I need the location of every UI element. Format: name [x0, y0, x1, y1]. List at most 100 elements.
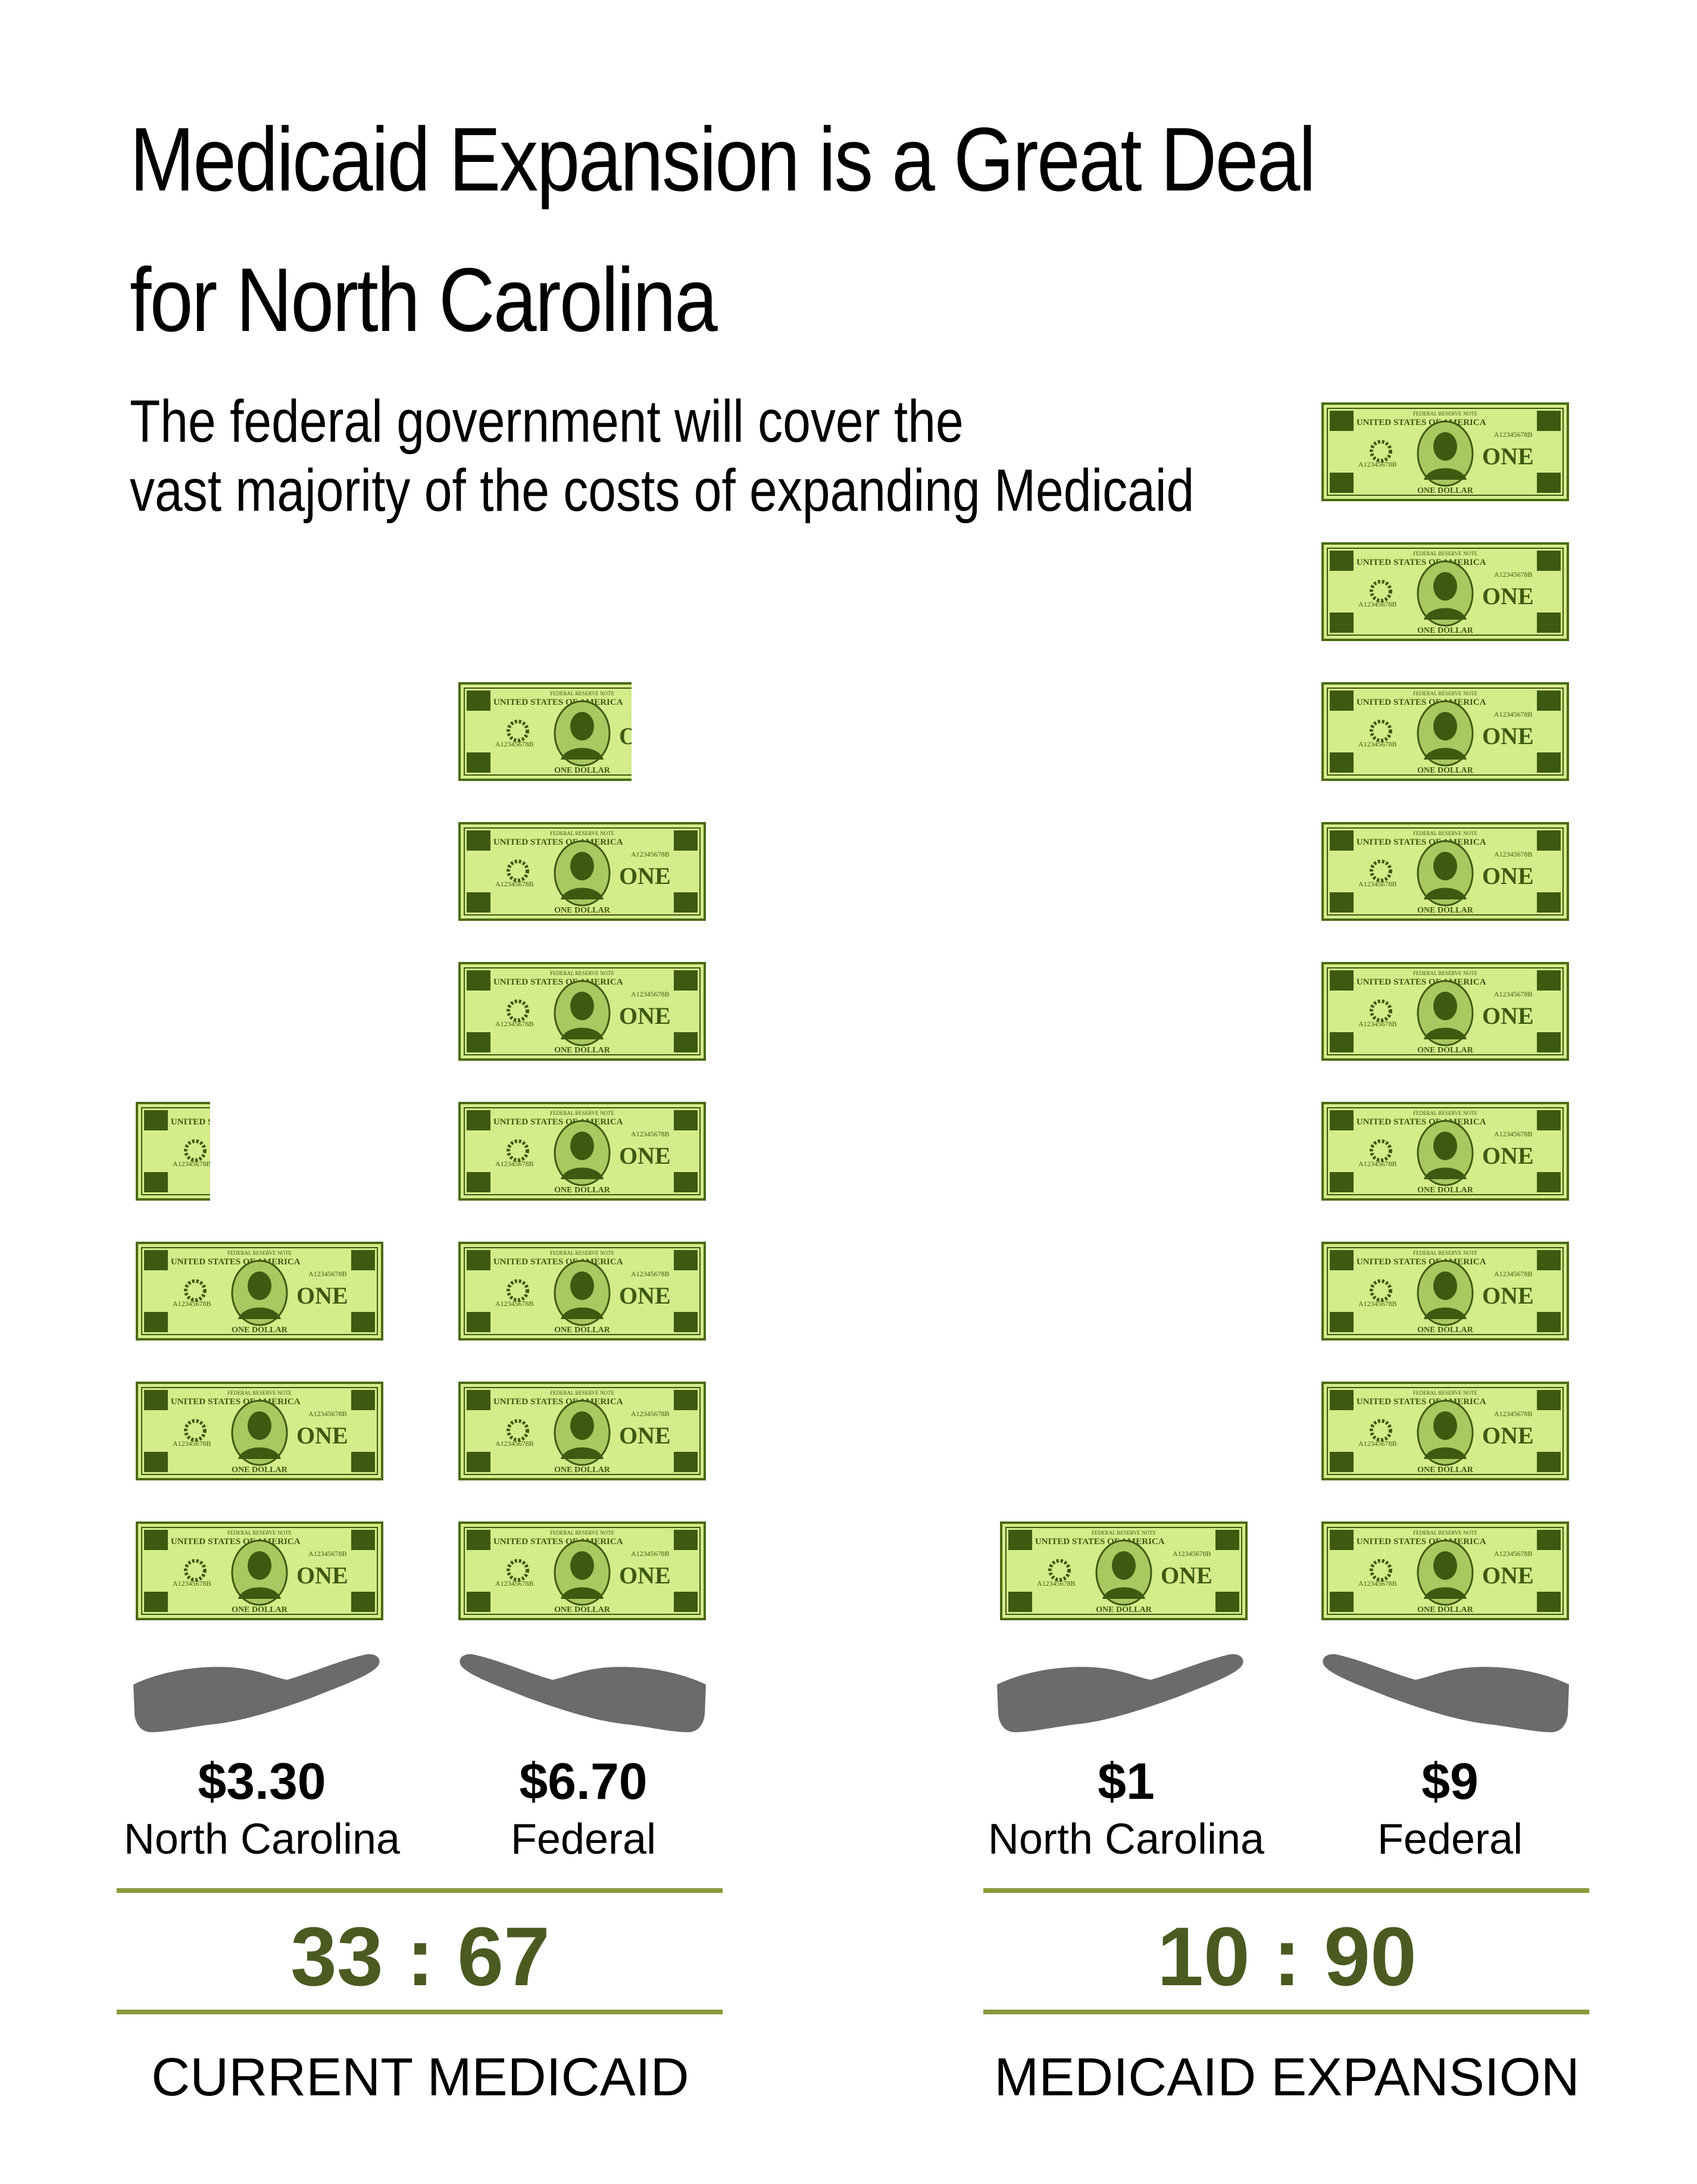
svg-text:A12345678B: A12345678B — [495, 1020, 534, 1028]
svg-text:ONE: ONE — [1482, 1282, 1534, 1309]
svg-text:THE UNITED STATES OF AMERICA: THE UNITED STATES OF AMERICA — [472, 698, 623, 707]
svg-text:ONE DOLLAR: ONE DOLLAR — [232, 1466, 288, 1474]
svg-text:ONE DOLLAR: ONE DOLLAR — [554, 1466, 611, 1474]
svg-text:THE UNITED STATES OF AMERICA: THE UNITED STATES OF AMERICA — [1335, 418, 1486, 427]
hand-icon-current-nc — [133, 1649, 383, 1738]
ratio-current: 33 : 67 — [290, 1910, 550, 2003]
svg-text:A12345678B: A12345678B — [631, 1270, 670, 1278]
svg-text:FEDERAL RESERVE NOTE: FEDERAL RESERVE NOTE — [1413, 1110, 1477, 1116]
svg-text:A12345678B: A12345678B — [1494, 710, 1533, 718]
svg-text:ONE: ONE — [619, 1002, 671, 1029]
svg-text:ONE: ONE — [296, 1282, 348, 1309]
svg-text:A12345678B: A12345678B — [631, 990, 670, 998]
svg-text:ONE DOLLAR: ONE DOLLAR — [1417, 1605, 1474, 1614]
payer-current-nc: North Carolina — [123, 1816, 401, 1863]
divider-current-top — [117, 1888, 723, 1893]
svg-text:ONE: ONE — [1482, 723, 1534, 749]
svg-text:FEDERAL RESERVE NOTE: FEDERAL RESERVE NOTE — [550, 830, 614, 836]
svg-text:ONE: ONE — [619, 1142, 671, 1169]
svg-text:A12345678B: A12345678B — [1494, 1270, 1533, 1278]
svg-text:A12345678B: A12345678B — [173, 1439, 211, 1448]
subtitle-line-2: vast majority of the costs of expanding … — [130, 457, 1195, 524]
svg-text:ONE: ONE — [619, 723, 632, 749]
svg-text:FEDERAL RESERVE NOTE: FEDERAL RESERVE NOTE — [227, 1250, 292, 1256]
svg-text:THE UNITED STATES OF AMERICA: THE UNITED STATES OF AMERICA — [472, 1117, 623, 1127]
svg-text:FEDERAL RESERVE NOTE: FEDERAL RESERVE NOTE — [1413, 411, 1477, 417]
svg-text:A12345678B: A12345678B — [173, 1160, 210, 1168]
dollar-bill-icon: FEDERAL RESERVE NOTE THE UNITED STATES OF… — [458, 822, 706, 921]
amount-expansion-federal: $9 — [1421, 1753, 1479, 1810]
svg-text:A12345678B: A12345678B — [495, 880, 534, 888]
payer-current-federal: Federal — [510, 1816, 657, 1863]
svg-text:ONE: ONE — [1482, 1422, 1534, 1449]
svg-text:THE UNITED STATES OF AMERICA: THE UNITED STATES OF AMERICA — [149, 1117, 210, 1127]
amount-expansion-nc: $1 — [1098, 1753, 1155, 1810]
svg-text:A12345678B: A12345678B — [631, 850, 670, 858]
svg-text:FEDERAL RESERVE NOTE: FEDERAL RESERVE NOTE — [1413, 551, 1477, 557]
hand-icon-expansion-federal — [1319, 1649, 1569, 1738]
svg-text:A12345678B: A12345678B — [631, 1410, 670, 1418]
svg-text:ONE DOLLAR: ONE DOLLAR — [554, 906, 611, 915]
svg-text:A12345678B: A12345678B — [1494, 990, 1533, 998]
svg-text:ONE DOLLAR: ONE DOLLAR — [554, 766, 611, 775]
divider-current-bottom — [117, 2010, 723, 2014]
svg-text:ONE DOLLAR: ONE DOLLAR — [1417, 906, 1474, 915]
svg-text:A12345678B: A12345678B — [1494, 1130, 1533, 1138]
svg-text:ONE: ONE — [619, 863, 671, 889]
svg-text:A12345678B: A12345678B — [1358, 600, 1397, 608]
payer-expansion-federal: Federal — [1377, 1816, 1523, 1863]
svg-text:THE UNITED STATES OF AMERICA: THE UNITED STATES OF AMERICA — [149, 1257, 300, 1267]
svg-text:A12345678B: A12345678B — [495, 1579, 534, 1588]
svg-text:FEDERAL RESERVE NOTE: FEDERAL RESERVE NOTE — [1413, 690, 1477, 696]
svg-text:ONE DOLLAR: ONE DOLLAR — [1417, 1046, 1474, 1055]
svg-text:THE UNITED STATES OF AMERICA: THE UNITED STATES OF AMERICA — [472, 838, 623, 847]
svg-text:A12345678B: A12345678B — [1494, 1549, 1533, 1558]
svg-text:THE UNITED STATES OF AMERICA: THE UNITED STATES OF AMERICA — [472, 977, 623, 987]
svg-text:A12345678B: A12345678B — [495, 740, 534, 748]
svg-text:ONE: ONE — [1161, 1562, 1212, 1589]
title-line-1: Medicaid Expansion is a Great Deal — [130, 109, 1316, 210]
ratio-expansion: 10 : 90 — [1157, 1910, 1417, 2003]
svg-text:A12345678B: A12345678B — [308, 1410, 347, 1418]
svg-text:A12345678B: A12345678B — [308, 1549, 347, 1558]
svg-text:A12345678B: A12345678B — [495, 1160, 534, 1168]
svg-text:A12345678B: A12345678B — [631, 710, 632, 718]
svg-text:THE UNITED STATES OF AMERICA: THE UNITED STATES OF AMERICA — [1335, 558, 1486, 567]
svg-text:ONE DOLLAR: ONE DOLLAR — [1417, 1326, 1474, 1335]
svg-text:A12345678B: A12345678B — [308, 1270, 347, 1278]
svg-text:ONE DOLLAR: ONE DOLLAR — [1417, 766, 1474, 775]
svg-text:A12345678B: A12345678B — [1358, 1299, 1397, 1308]
svg-text:FEDERAL RESERVE NOTE: FEDERAL RESERVE NOTE — [550, 1390, 614, 1396]
panel-label-current: CURRENT MEDICAID — [151, 2048, 689, 2107]
svg-text:THE UNITED STATES OF AMERICA: THE UNITED STATES OF AMERICA — [1335, 977, 1486, 987]
svg-text:THE UNITED STATES OF AMERICA: THE UNITED STATES OF AMERICA — [1335, 1537, 1486, 1546]
svg-text:THE UNITED STATES OF AMERICA: THE UNITED STATES OF AMERICA — [149, 1397, 300, 1407]
svg-text:A12345678B: A12345678B — [631, 1549, 670, 1558]
svg-text:A12345678B: A12345678B — [1358, 1579, 1397, 1588]
svg-text:A12345678B: A12345678B — [1358, 460, 1397, 468]
svg-text:ONE DOLLAR: ONE DOLLAR — [1417, 1186, 1474, 1195]
page-title: Medicaid Expansion is a Great Deal for N… — [130, 89, 1316, 370]
svg-text:ONE DOLLAR: ONE DOLLAR — [232, 1605, 288, 1614]
svg-text:ONE: ONE — [619, 1422, 671, 1449]
svg-text:THE UNITED STATES OF AMERICA: THE UNITED STATES OF AMERICA — [1335, 1257, 1486, 1267]
svg-text:THE UNITED STATES OF AMERICA: THE UNITED STATES OF AMERICA — [1335, 838, 1486, 847]
svg-text:A12345678B: A12345678B — [1358, 740, 1397, 748]
svg-text:A12345678B: A12345678B — [173, 1579, 211, 1588]
divider-expansion-bottom — [983, 2010, 1589, 2014]
svg-text:ONE DOLLAR: ONE DOLLAR — [1417, 1466, 1474, 1474]
svg-text:FEDERAL RESERVE NOTE: FEDERAL RESERVE NOTE — [1413, 1250, 1477, 1256]
